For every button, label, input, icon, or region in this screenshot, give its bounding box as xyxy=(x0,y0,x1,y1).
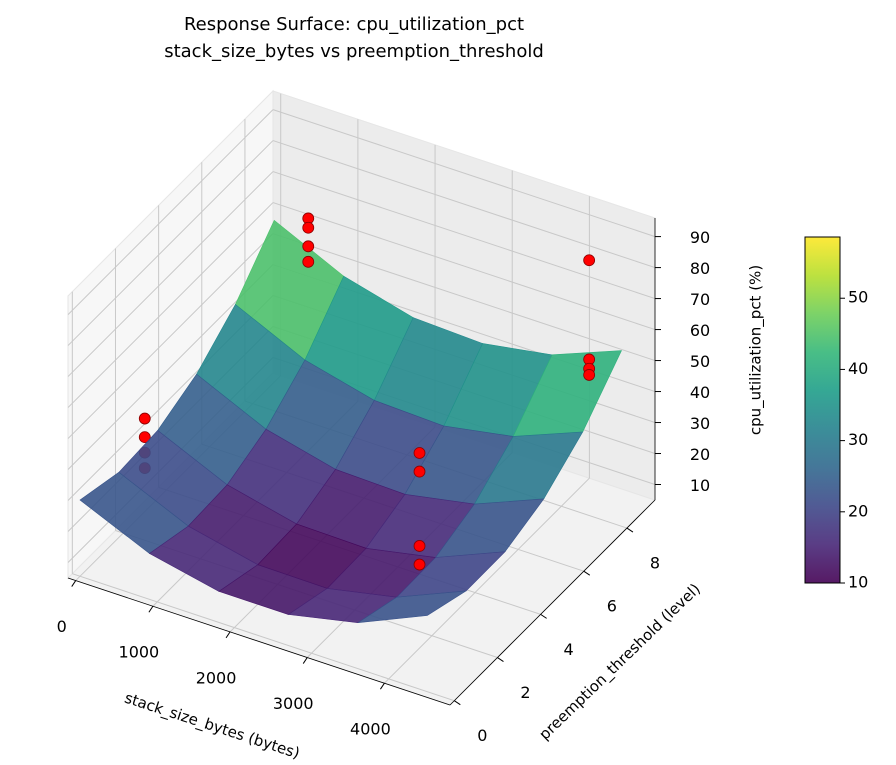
grid-line xyxy=(67,109,274,315)
colorbar-tick-label: 20 xyxy=(848,501,868,520)
z-tick-label: 10 xyxy=(690,476,710,495)
colorbar-tick-label: 30 xyxy=(848,430,868,449)
scatter-point xyxy=(583,369,596,381)
tick-mark xyxy=(71,580,77,587)
colorbar-tick-label: 40 xyxy=(848,359,868,378)
tick-mark xyxy=(379,682,385,690)
x-tick-label: 3000 xyxy=(273,694,314,713)
grid-line xyxy=(67,233,274,439)
z-tick-label: 90 xyxy=(690,228,710,247)
scatter-point xyxy=(138,431,151,444)
z-tick-label: 50 xyxy=(690,352,710,371)
z-axis-title: cpu_utilization_pct (%) xyxy=(747,265,766,435)
scatter-point xyxy=(583,254,596,267)
scatter-point xyxy=(413,540,426,552)
axes: 0 1000 2000 3000 4000 0 2 4 6 8 10 20 30 40 50 60 70 80 90 xyxy=(57,218,710,745)
z-tick-label: 70 xyxy=(690,290,710,309)
z-tick-label: 80 xyxy=(690,259,710,278)
x-axis-line xyxy=(67,577,451,706)
scatter-point xyxy=(302,240,315,253)
tick-mark xyxy=(225,631,231,639)
grid-line xyxy=(384,477,590,684)
scatter-point xyxy=(302,221,315,234)
z-tick-label: 60 xyxy=(690,321,710,340)
y-tick-label: 8 xyxy=(650,554,660,573)
scatter-point xyxy=(413,558,426,571)
colorbar-gradient xyxy=(804,236,841,584)
x-tick-label: 4000 xyxy=(350,720,391,739)
tick-mark xyxy=(302,657,308,664)
z-tick-label: 20 xyxy=(690,445,710,464)
chart-title: Response Surface: cpu_utilization_pct xyxy=(184,14,524,35)
colorbar: 10 20 30 40 50 xyxy=(804,236,868,592)
z-tick-label: 40 xyxy=(690,383,710,402)
grid-line xyxy=(272,171,656,300)
y-tick-label: 6 xyxy=(607,597,617,616)
grid-line xyxy=(67,140,274,346)
scatter-point xyxy=(138,412,151,425)
z-tick-label: 30 xyxy=(690,414,710,433)
y-axis-title: preemption_threshold (level) xyxy=(535,580,704,744)
tick-mark xyxy=(454,700,461,706)
y-axis-line xyxy=(449,499,656,706)
tick-mark xyxy=(497,657,504,662)
chart-subtitle: stack_size_bytes vs preemption_threshold xyxy=(164,41,544,62)
plot-area xyxy=(79,212,622,624)
x-tick-label: 0 xyxy=(57,617,67,636)
tick-mark xyxy=(540,613,547,619)
grid-line xyxy=(272,233,656,362)
colorbar-tick-label: 10 xyxy=(848,573,868,592)
grid-line xyxy=(67,202,274,408)
scatter-point xyxy=(302,255,315,268)
tick-mark xyxy=(583,570,591,576)
grid-line xyxy=(272,109,656,238)
y-tick-label: 0 xyxy=(477,726,487,745)
grid-line xyxy=(272,202,656,331)
tick-mark xyxy=(148,605,154,613)
x-tick-label: 1000 xyxy=(119,643,160,662)
x-tick-label: 2000 xyxy=(196,668,237,687)
scatter-point xyxy=(413,447,426,459)
y-tick-label: 2 xyxy=(520,683,530,702)
surface-face xyxy=(357,590,467,623)
tick-mark xyxy=(626,527,634,533)
scatter-point xyxy=(413,465,426,478)
colorbar-tick-label: 50 xyxy=(848,288,868,307)
y-tick-label: 4 xyxy=(564,640,574,659)
grid-line xyxy=(272,140,656,269)
grid-line xyxy=(67,171,274,377)
grid-line xyxy=(72,573,455,702)
